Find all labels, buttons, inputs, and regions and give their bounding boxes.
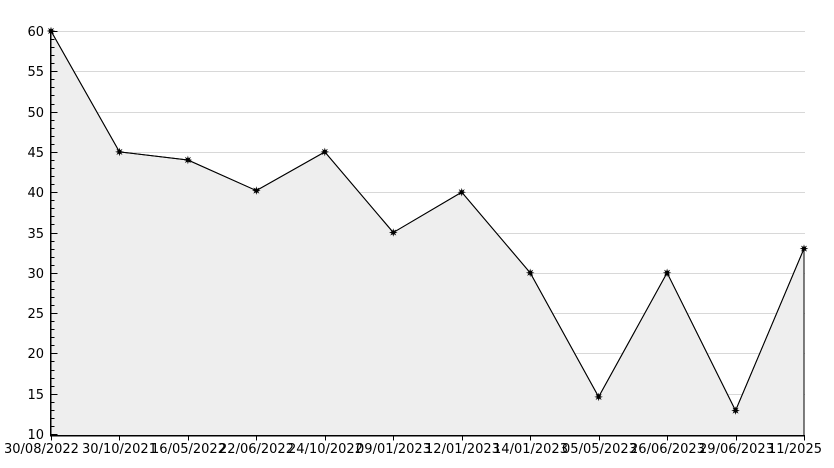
data-point-marker (388, 228, 398, 237)
x-tick-label: 16/05/2022 (151, 442, 226, 457)
y-tick-label: 20 (27, 347, 44, 362)
x-tick-label: 12/01/2023 (425, 442, 500, 457)
y-tick-label: 10 (27, 428, 44, 443)
y-tick-label: 25 (27, 307, 44, 322)
data-point-marker (320, 147, 330, 157)
data-point-marker (662, 268, 672, 278)
y-tick-label: 45 (27, 146, 44, 161)
y-tick-label: 40 (27, 186, 44, 201)
x-tick-label: 26/06/2023 (630, 442, 705, 457)
x-tick-label: 22/06/2022 (219, 442, 294, 457)
y-tick-label: 55 (27, 65, 44, 80)
y-tick-label: 60 (27, 25, 44, 40)
data-point-marker (115, 147, 124, 157)
data-point-marker (252, 186, 261, 195)
x-tick-label: 11/2025 (768, 442, 822, 457)
data-point-marker (594, 392, 603, 402)
data-point-marker (46, 26, 56, 36)
y-tick-label: 35 (27, 227, 44, 242)
x-tick-label: 09/01/2023 (356, 442, 431, 457)
data-point-marker (457, 187, 467, 197)
x-tick-label: 14/01/2023 (493, 442, 568, 457)
data-point-marker (799, 244, 809, 253)
y-tick-label: 50 (27, 106, 44, 121)
data-point-marker (183, 155, 193, 165)
x-tick-label: 05/05/2023 (562, 442, 637, 457)
y-tick-label: 15 (27, 388, 44, 403)
data-point-marker (525, 268, 535, 278)
x-tick-label: 24/10/2022 (288, 442, 363, 457)
y-tick-label: 30 (27, 267, 44, 282)
x-tick-label: 30/10/2021 (82, 442, 157, 457)
data-point-marker (731, 406, 740, 415)
data-line (50, 30, 805, 412)
x-tick-label: 29/06/2023 (699, 442, 774, 457)
x-tick-label: 30/08/2022 (4, 442, 79, 457)
